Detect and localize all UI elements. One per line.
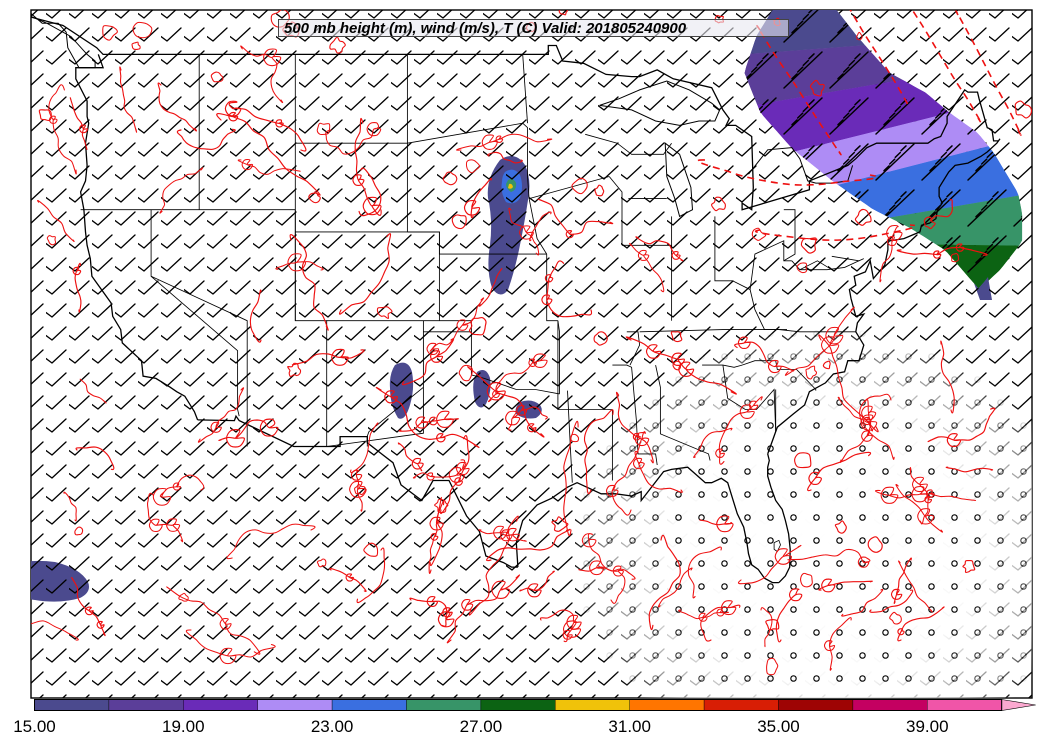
svg-text:15.00: 15.00 bbox=[13, 717, 56, 736]
svg-text:39.00: 39.00 bbox=[906, 717, 949, 736]
svg-text:23.00: 23.00 bbox=[311, 717, 354, 736]
svg-text:31.00: 31.00 bbox=[608, 717, 651, 736]
svg-text:27.00: 27.00 bbox=[460, 717, 503, 736]
svg-text:19.00: 19.00 bbox=[162, 717, 205, 736]
svg-text:35.00: 35.00 bbox=[757, 717, 800, 736]
